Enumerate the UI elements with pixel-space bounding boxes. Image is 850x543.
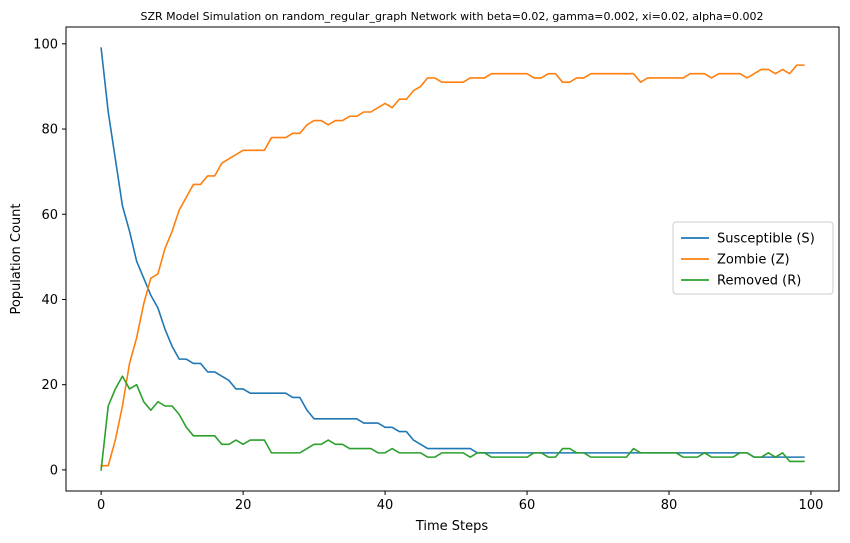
x-tick-label: 60 [519,498,536,513]
series-line-1 [100,64,805,467]
x-tick-label: 20 [235,498,252,513]
y-tick-label: 60 [41,208,58,223]
chart-title: SZR Model Simulation on random_regular_g… [141,10,764,23]
y-tick-label: 0 [50,463,58,478]
y-tick-label: 20 [41,378,58,393]
legend-label-2: Removed (R) [717,274,801,289]
legend-box [672,221,834,295]
legend: Susceptible (S) Zombie (Z) Removed (R) [672,221,834,295]
series-line-0 [100,47,805,458]
x-tick-label: 100 [799,498,824,513]
y-tick-label: 40 [41,293,58,308]
x-axis-label: Time Steps [415,519,489,534]
x-tick-label: 40 [377,498,394,513]
legend-label-1: Zombie (Z) [717,253,790,268]
plot-frame [65,26,840,492]
y-tick-label: 80 [41,123,58,138]
legend-label-0: Susceptible (S) [717,232,815,247]
series-line-2 [100,375,805,471]
x-tick-label: 0 [97,498,105,513]
y-axis: 0 20 40 60 80 100 [33,37,66,478]
series-layer [100,47,805,471]
y-tick-label: 100 [33,37,58,52]
x-tick-label: 80 [661,498,678,513]
x-axis: 0 20 40 60 80 100 [97,491,823,513]
y-axis-label: Population Count [9,203,24,314]
